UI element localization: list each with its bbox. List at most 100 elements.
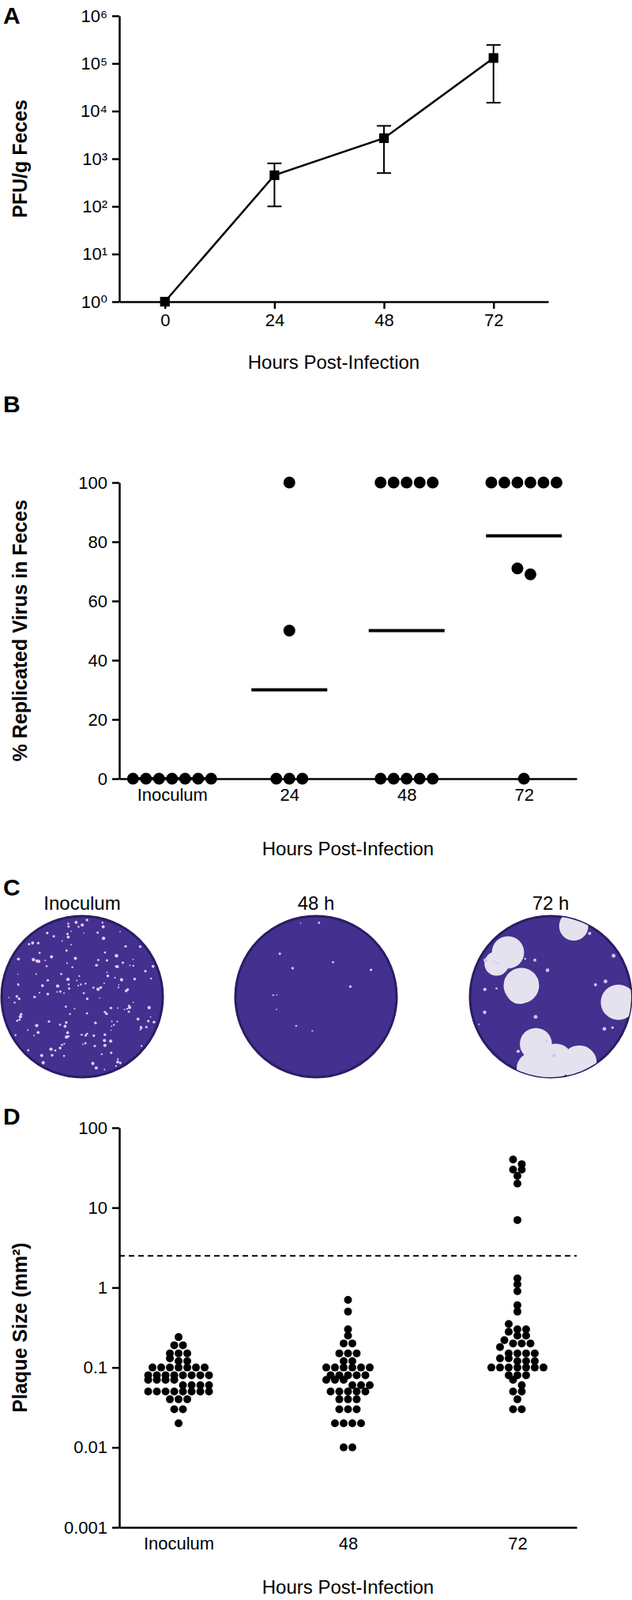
plaque xyxy=(102,1039,106,1043)
data-point xyxy=(144,1388,153,1396)
data-point xyxy=(331,1376,339,1385)
plaque xyxy=(127,1004,130,1007)
panel-letter: B xyxy=(3,391,21,418)
data-point xyxy=(537,477,550,490)
plaque xyxy=(96,988,100,992)
plaque xyxy=(86,997,89,1001)
plaque xyxy=(116,1060,120,1065)
tick-mark xyxy=(112,1527,120,1530)
plaque xyxy=(15,995,19,998)
data-point xyxy=(361,1371,370,1380)
data-point xyxy=(526,1339,535,1348)
data-point xyxy=(170,1406,179,1415)
plaque xyxy=(67,983,71,986)
plaque xyxy=(36,1030,40,1035)
plaque xyxy=(40,1054,44,1058)
plaque xyxy=(78,975,80,978)
data-point xyxy=(513,1308,522,1317)
data-point xyxy=(489,52,499,63)
plaque xyxy=(94,963,98,967)
plaque xyxy=(26,1029,29,1031)
plaque xyxy=(146,1019,150,1023)
plaque xyxy=(311,1030,313,1032)
plaque xyxy=(506,978,534,1005)
tick-mark xyxy=(274,301,277,309)
tick-mark xyxy=(112,1127,120,1130)
plaque xyxy=(151,965,155,969)
plaque xyxy=(109,1007,113,1010)
plaque xyxy=(38,992,41,994)
data-point xyxy=(335,1388,344,1396)
plaque xyxy=(533,1060,556,1083)
plaque xyxy=(559,911,589,941)
plaque xyxy=(18,1019,21,1022)
tick-mark xyxy=(112,158,120,161)
plaque xyxy=(101,936,106,941)
plaque xyxy=(63,1025,68,1029)
data-point xyxy=(513,1287,522,1296)
y-axis: 0.0010.010.1110100 xyxy=(63,1118,121,1539)
tick: 80 xyxy=(88,532,120,553)
plaque xyxy=(60,973,63,976)
data-point xyxy=(179,1341,188,1350)
plot-area xyxy=(127,477,563,786)
plaque xyxy=(33,996,36,999)
plaque xyxy=(52,935,56,938)
plaque xyxy=(276,994,279,997)
data-line xyxy=(165,57,494,302)
data-point xyxy=(387,477,400,490)
data-point xyxy=(296,773,309,786)
tick-label: 100 xyxy=(78,1118,108,1139)
axis-line xyxy=(120,1527,578,1530)
data-point xyxy=(513,1216,522,1225)
data-point xyxy=(357,1419,365,1428)
plaque xyxy=(533,959,537,963)
data-point xyxy=(144,1376,153,1385)
plaque xyxy=(17,984,19,986)
plaque xyxy=(94,1022,97,1025)
data-point xyxy=(344,1350,353,1359)
plaque xyxy=(272,994,275,997)
plaque xyxy=(349,985,352,989)
plaque xyxy=(64,1035,68,1039)
plaque xyxy=(105,971,108,974)
data-point xyxy=(426,477,439,490)
error-bar-cap xyxy=(267,205,282,207)
data-point xyxy=(513,1364,522,1373)
plaque xyxy=(67,925,70,929)
plaque xyxy=(278,952,282,956)
data-point xyxy=(339,1339,348,1348)
tick-label: 0.01 xyxy=(73,1437,108,1458)
plaque xyxy=(295,1025,298,1027)
data-point xyxy=(179,1406,188,1415)
plaque xyxy=(139,1029,142,1031)
mean-line xyxy=(251,688,328,693)
data-point xyxy=(530,1350,539,1359)
data-point xyxy=(508,1406,517,1415)
plaque xyxy=(101,921,104,924)
y-axis: 020406080100 xyxy=(78,473,120,790)
plaque xyxy=(65,949,68,952)
data-point xyxy=(511,562,523,575)
data-point xyxy=(550,477,563,490)
tick: 10² xyxy=(82,196,120,217)
tick-label: 80 xyxy=(88,532,108,553)
tick: Inoculum xyxy=(137,785,208,806)
tick-mark xyxy=(112,63,120,66)
y-axis-title: PFU/g Feces xyxy=(8,99,31,219)
plaque xyxy=(77,985,79,987)
tick: 1 xyxy=(97,1278,120,1298)
data-point xyxy=(400,773,413,786)
data-point xyxy=(508,1376,517,1385)
plaque xyxy=(31,958,35,962)
data-point xyxy=(270,773,283,786)
data-point xyxy=(513,1172,522,1181)
plaque xyxy=(77,925,80,929)
plaque xyxy=(611,1027,614,1030)
data-point xyxy=(496,1354,505,1363)
plaque xyxy=(127,1011,131,1014)
data-point xyxy=(374,773,387,786)
plaque xyxy=(106,974,110,979)
plaque xyxy=(66,978,70,982)
plaque xyxy=(98,997,101,1000)
